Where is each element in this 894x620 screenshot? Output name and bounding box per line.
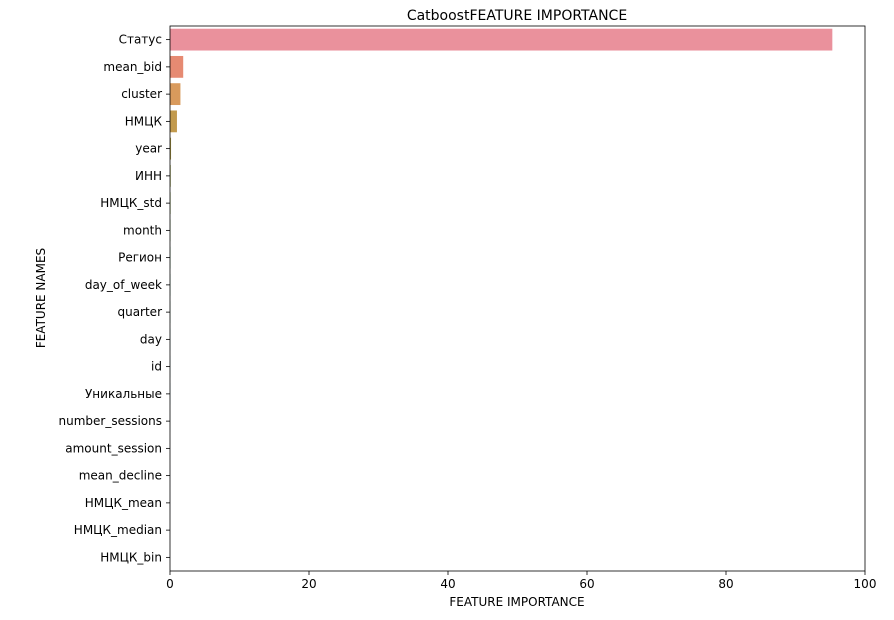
- y-tick-label-9: day_of_week: [85, 278, 162, 292]
- x-tick-label-0: 0: [166, 577, 174, 591]
- y-tick-label-5: ИНН: [135, 169, 162, 183]
- x-tick-label-1: 20: [301, 577, 316, 591]
- x-tick-label-2: 40: [440, 577, 455, 591]
- x-tick-label-3: 60: [579, 577, 594, 591]
- y-tick-label-19: НМЦК_bin: [100, 550, 162, 564]
- y-tick-label-4: year: [135, 142, 162, 156]
- bar-4: [170, 137, 172, 160]
- y-tick-label-17: НМЦК_mean: [85, 496, 162, 510]
- y-tick-label-6: НМЦК_std: [100, 196, 162, 210]
- y-tick-label-1: mean_bid: [103, 60, 162, 74]
- y-tick-label-2: cluster: [121, 87, 162, 101]
- y-tick-label-14: number_sessions: [58, 414, 162, 428]
- bars-group: [170, 28, 833, 514]
- plot-frame: [169, 25, 866, 572]
- bar-2: [170, 83, 181, 106]
- y-tick-label-18: НМЦК_median: [74, 523, 162, 537]
- y-tick-label-0: Статус: [119, 33, 162, 47]
- y-tick-label-8: Регион: [118, 251, 162, 265]
- bar-0: [170, 28, 833, 51]
- y-tick-label-16: mean_decline: [79, 469, 162, 483]
- x-ticks: 0 20 40 60 80 100: [166, 571, 876, 591]
- x-tick-label-4: 80: [718, 577, 733, 591]
- y-tick-label-7: month: [123, 223, 162, 237]
- bar-1: [170, 55, 184, 78]
- x-tick-label-5: 100: [854, 577, 877, 591]
- y-tick-label-15: amount_session: [65, 441, 162, 455]
- y-tick-label-12: id: [151, 360, 162, 374]
- bar-3: [170, 110, 177, 133]
- chart-title: CatboostFEATURE IMPORTANCE: [407, 8, 627, 24]
- y-tick-label-13: Уникальные: [85, 387, 162, 401]
- y-axis-label: FEATURE NAMES: [34, 248, 48, 348]
- y-tick-label-10: quarter: [117, 305, 162, 319]
- y-tick-label-11: day: [140, 332, 162, 346]
- x-axis-label: FEATURE IMPORTANCE: [449, 595, 584, 609]
- y-tick-label-3: НМЦК: [125, 114, 163, 128]
